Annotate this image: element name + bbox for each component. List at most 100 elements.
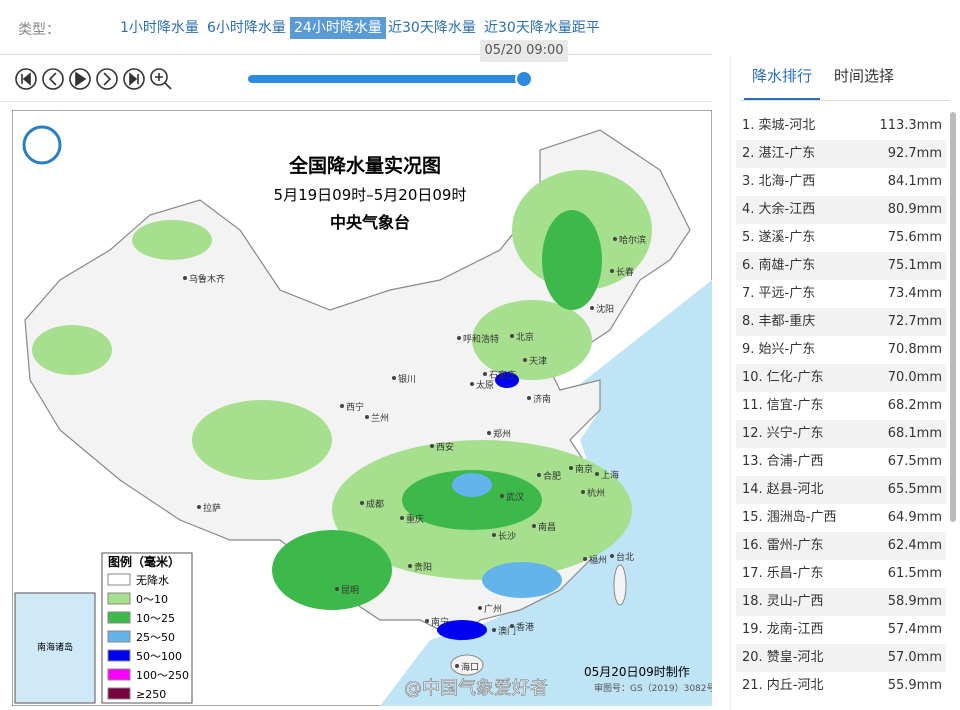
station-name: 20. 赞皇-河北 (742, 650, 824, 665)
ranking-row[interactable]: 4. 大余-江西 80.9mm (736, 196, 946, 224)
station-name: 19. 龙南-江西 (742, 622, 824, 637)
rain-value: 92.7mm (887, 146, 942, 161)
review-note: 审图号：GS（2019）3082号 (594, 682, 712, 694)
ranking-row[interactable]: 20. 赞皇-河北 57.0mm (736, 644, 946, 672)
ranking-row[interactable]: 6. 南雄-广东 75.1mm (736, 252, 946, 280)
city-label: 上海 (601, 469, 619, 481)
player-controls (15, 68, 533, 90)
next-button[interactable] (96, 68, 118, 90)
city-label: 南宁 (431, 616, 449, 628)
city-dot (500, 494, 504, 498)
legend-swatch (107, 649, 131, 662)
city-dot (457, 336, 461, 340)
city-dot (335, 587, 339, 591)
inset-map (14, 592, 96, 704)
panel-tab[interactable]: 时间选择 (834, 67, 895, 85)
panel-divider (740, 100, 950, 101)
city-dot (487, 431, 491, 435)
prev-button[interactable] (42, 68, 64, 90)
city-label: 济南 (533, 393, 551, 405)
ranking-row[interactable]: 10. 仁化-广东 70.0mm (736, 364, 946, 392)
city-dot (392, 376, 396, 380)
city-label: 福州 (589, 554, 607, 566)
legend-label: 100～250 (136, 669, 189, 682)
city-label: 拉萨 (203, 502, 221, 514)
city-dot (523, 358, 527, 362)
ranking-row[interactable]: 16. 雷州-广东 62.4mm (736, 532, 946, 560)
city-label: 南京 (575, 463, 593, 475)
city-dot (408, 564, 412, 568)
city-dot (455, 664, 459, 668)
ranking-row[interactable]: 9. 始兴-广东 70.8mm (736, 336, 946, 364)
legend-swatch (107, 668, 131, 681)
legend-swatch (107, 611, 131, 624)
ranking-row[interactable]: 14. 赵县-河北 65.5mm (736, 476, 946, 504)
filter-tab[interactable]: 1小时降水量 (120, 20, 199, 36)
play-button[interactable] (69, 68, 91, 90)
time-slider[interactable] (248, 75, 528, 83)
panel-tab[interactable]: 降水排行 (744, 62, 821, 101)
city-dot (478, 606, 482, 610)
rain-value: 57.4mm (887, 622, 942, 637)
city-dot (510, 624, 514, 628)
city-dot (492, 533, 496, 537)
inset-label: 南海诸岛 (37, 641, 73, 653)
rain-value: 75.1mm (887, 258, 942, 273)
sea (380, 280, 712, 706)
scrollbar[interactable] (950, 112, 956, 522)
divider (0, 101, 712, 102)
station-name: 7. 平远-广东 (742, 286, 816, 301)
city-label: 杭州 (587, 487, 605, 499)
city-label: 哈尔滨 (619, 234, 646, 246)
last-button[interactable] (123, 68, 145, 90)
legend-swatch (107, 687, 131, 700)
city-dot (613, 237, 617, 241)
rain-value: 75.6mm (887, 230, 942, 245)
ranking-row[interactable]: 11. 信宜-广东 68.2mm (736, 392, 946, 420)
city-dot (569, 466, 573, 470)
first-button[interactable] (15, 68, 37, 90)
ranking-row[interactable]: 1. 栾城-河北 113.3mm (736, 112, 946, 140)
station-name: 16. 雷州-广东 (742, 538, 824, 553)
map-issuer: 中央气象台 (330, 213, 410, 232)
taiwan (613, 564, 627, 606)
filter-tab[interactable]: 6小时降水量 (207, 20, 286, 36)
station-name: 5. 遂溪-广东 (742, 230, 816, 245)
ranking-row[interactable]: 12. 兴宁-广东 68.1mm (736, 420, 946, 448)
time-tooltip: 05/20 09:00 (480, 40, 568, 62)
station-name: 18. 灵山-广西 (742, 594, 824, 609)
ranking-row[interactable]: 7. 平远-广东 73.4mm (736, 280, 946, 308)
zoom-button[interactable] (150, 68, 172, 90)
city-dot (610, 269, 614, 273)
logo (22, 125, 62, 165)
city-label: 长沙 (498, 530, 516, 542)
rain-value: 62.4mm (887, 538, 942, 553)
station-name: 14. 赵县-河北 (742, 482, 824, 497)
ranking-row[interactable]: 15. 涠洲岛-广西 64.9mm (736, 504, 946, 532)
city-dot (510, 334, 514, 338)
ranking-row[interactable]: 8. 丰都-重庆 72.7mm (736, 308, 946, 336)
ranking-row[interactable]: 2. 湛江-广东 92.7mm (736, 140, 946, 168)
filter-tab[interactable]: 近30天降水量距平 (484, 20, 600, 36)
ranking-row[interactable]: 21. 内丘-河北 55.9mm (736, 672, 946, 700)
ranking-row[interactable]: 19. 龙南-江西 57.4mm (736, 616, 946, 644)
city-label: 兰州 (371, 412, 389, 424)
rain-value: 68.2mm (887, 398, 942, 413)
ranking-row[interactable]: 18. 灵山-广西 58.9mm (736, 588, 946, 616)
ranking-row[interactable]: 5. 遂溪-广东 75.6mm (736, 224, 946, 252)
city-label: 乌鲁木齐 (189, 273, 225, 285)
ranking-row[interactable]: 3. 北海-广西 84.1mm (736, 168, 946, 196)
ranking-row[interactable]: 17. 乐昌-广东 61.5mm (736, 560, 946, 588)
legend-swatch (107, 592, 131, 605)
city-label: 沈阳 (596, 303, 614, 315)
city-label: 广州 (484, 603, 502, 615)
ranking-row[interactable]: 13. 合浦-广西 67.5mm (736, 448, 946, 476)
rain-value: 57.0mm (887, 650, 942, 665)
filter-tab[interactable]: 24小时降水量 (290, 17, 386, 39)
rain-value: 64.9mm (887, 510, 942, 525)
slider-thumb[interactable] (515, 70, 533, 88)
hainan (450, 654, 484, 676)
rain-value: 73.4mm (887, 286, 942, 301)
filter-tab[interactable]: 近30天降水量 (388, 20, 476, 36)
